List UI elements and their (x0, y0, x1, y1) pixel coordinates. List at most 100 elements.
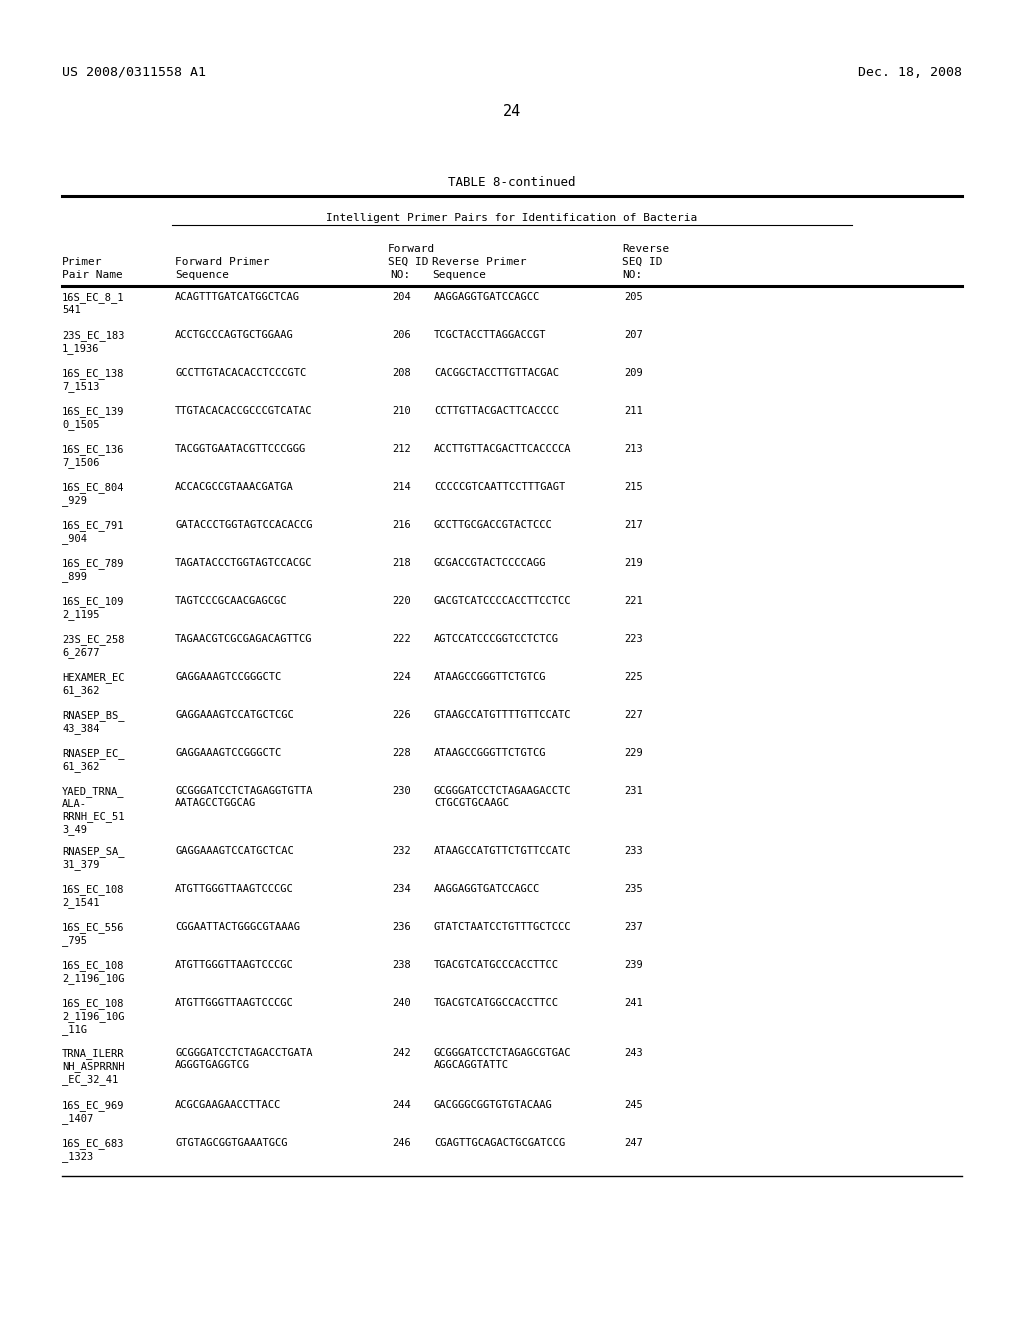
Text: CACGGCTACCTTGTTACGAC: CACGGCTACCTTGTTACGAC (434, 368, 559, 378)
Text: 210: 210 (392, 407, 411, 416)
Text: GAGGAAAGTCCGGGCTC: GAGGAAAGTCCGGGCTC (175, 748, 282, 758)
Text: 225: 225 (624, 672, 643, 682)
Text: 232: 232 (392, 846, 411, 855)
Text: ATGTTGGGTTAAGTCCCGC: ATGTTGGGTTAAGTCCCGC (175, 998, 294, 1008)
Text: 209: 209 (624, 368, 643, 378)
Text: Forward: Forward (388, 244, 435, 253)
Text: NO:: NO: (622, 271, 642, 280)
Text: CGGAATTACTGGGCGTAAAG: CGGAATTACTGGGCGTAAAG (175, 921, 300, 932)
Text: 212: 212 (392, 444, 411, 454)
Text: TAGATACCCTGGTAGTCCACGC: TAGATACCCTGGTAGTCCACGC (175, 558, 312, 568)
Text: 220: 220 (392, 597, 411, 606)
Text: 16S_EC_683
_1323: 16S_EC_683 _1323 (62, 1138, 125, 1162)
Text: GTATCTAATCCTGTTTGCTCCC: GTATCTAATCCTGTTTGCTCCC (434, 921, 571, 932)
Text: TGACGTCATGGCCACCTTCC: TGACGTCATGGCCACCTTCC (434, 998, 559, 1008)
Text: ATGTTGGGTTAAGTCCCGC: ATGTTGGGTTAAGTCCCGC (175, 960, 294, 970)
Text: 240: 240 (392, 998, 411, 1008)
Text: SEQ ID: SEQ ID (388, 257, 428, 267)
Text: ACGCGAAGAACCTTACC: ACGCGAAGAACCTTACC (175, 1100, 282, 1110)
Text: CCTTGTTACGACTTCACCCC: CCTTGTTACGACTTCACCCC (434, 407, 559, 416)
Text: 218: 218 (392, 558, 411, 568)
Text: 16S_EC_8_1
541: 16S_EC_8_1 541 (62, 292, 125, 315)
Text: 239: 239 (624, 960, 643, 970)
Text: GCGGGATCCTCTAGAGGTGTTA
AATAGCCTGGCAG: GCGGGATCCTCTAGAGGTGTTA AATAGCCTGGCAG (175, 785, 312, 808)
Text: SEQ ID: SEQ ID (622, 257, 663, 267)
Text: GACGTCATCCCCACCTTCCTCC: GACGTCATCCCCACCTTCCTCC (434, 597, 571, 606)
Text: 23S_EC_258
6_2677: 23S_EC_258 6_2677 (62, 634, 125, 657)
Text: Intelligent Primer Pairs for Identification of Bacteria: Intelligent Primer Pairs for Identificat… (327, 213, 697, 223)
Text: GCGACCGTACTCCCCAGG: GCGACCGTACTCCCCAGG (434, 558, 547, 568)
Text: GAGGAAAGTCCGGGCTC: GAGGAAAGTCCGGGCTC (175, 672, 282, 682)
Text: TAGTCCCGCAACGAGCGC: TAGTCCCGCAACGAGCGC (175, 597, 288, 606)
Text: 16S_EC_138
7_1513: 16S_EC_138 7_1513 (62, 368, 125, 392)
Text: ATAAGCCGGGTTCTGTCG: ATAAGCCGGGTTCTGTCG (434, 672, 547, 682)
Text: 230: 230 (392, 785, 411, 796)
Text: Dec. 18, 2008: Dec. 18, 2008 (858, 66, 962, 78)
Text: TCGCTACCTTAGGACCGT: TCGCTACCTTAGGACCGT (434, 330, 547, 341)
Text: 23S_EC_183
1_1936: 23S_EC_183 1_1936 (62, 330, 125, 354)
Text: 222: 222 (392, 634, 411, 644)
Text: GACGGGCGGTGTGTACAAG: GACGGGCGGTGTGTACAAG (434, 1100, 553, 1110)
Text: ATAAGCCGGGTTCTGTCG: ATAAGCCGGGTTCTGTCG (434, 748, 547, 758)
Text: GCCTTGCGACCGTACTCCC: GCCTTGCGACCGTACTCCC (434, 520, 553, 531)
Text: 217: 217 (624, 520, 643, 531)
Text: 207: 207 (624, 330, 643, 341)
Text: 219: 219 (624, 558, 643, 568)
Text: TTGTACACACCGCCCGTCATAC: TTGTACACACCGCCCGTCATAC (175, 407, 312, 416)
Text: 238: 238 (392, 960, 411, 970)
Text: TABLE 8-continued: TABLE 8-continued (449, 176, 575, 189)
Text: 241: 241 (624, 998, 643, 1008)
Text: ATGTTGGGTTAAGTCCCGC: ATGTTGGGTTAAGTCCCGC (175, 884, 294, 894)
Text: 16S_EC_109
2_1195: 16S_EC_109 2_1195 (62, 597, 125, 620)
Text: 16S_EC_969
_1407: 16S_EC_969 _1407 (62, 1100, 125, 1123)
Text: 213: 213 (624, 444, 643, 454)
Text: 211: 211 (624, 407, 643, 416)
Text: AAGGAGGTGATCCAGCC: AAGGAGGTGATCCAGCC (434, 884, 541, 894)
Text: GTGTAGCGGTGAAATGCG: GTGTAGCGGTGAAATGCG (175, 1138, 288, 1148)
Text: 224: 224 (392, 672, 411, 682)
Text: 16S_EC_804
_929: 16S_EC_804 _929 (62, 482, 125, 506)
Text: AGTCCATCCCGGTCCTCTCG: AGTCCATCCCGGTCCTCTCG (434, 634, 559, 644)
Text: TAGAACGTCGCGAGACAGTTCG: TAGAACGTCGCGAGACAGTTCG (175, 634, 312, 644)
Text: GCCTTGTACACACCTCCCGTC: GCCTTGTACACACCTCCCGTC (175, 368, 306, 378)
Text: AAGGAGGTGATCCAGCC: AAGGAGGTGATCCAGCC (434, 292, 541, 302)
Text: NO:: NO: (390, 271, 411, 280)
Text: GAGGAAAGTCCATGCTCAC: GAGGAAAGTCCATGCTCAC (175, 846, 294, 855)
Text: Forward Primer: Forward Primer (175, 257, 269, 267)
Text: 228: 228 (392, 748, 411, 758)
Text: CCCCCGTCAATTCCTTTGAGT: CCCCCGTCAATTCCTTTGAGT (434, 482, 565, 492)
Text: 16S_EC_139
0_1505: 16S_EC_139 0_1505 (62, 407, 125, 430)
Text: TRNA_ILERR
NH_ASPRRNH
_EC_32_41: TRNA_ILERR NH_ASPRRNH _EC_32_41 (62, 1048, 125, 1085)
Text: 16S_EC_108
2_1541: 16S_EC_108 2_1541 (62, 884, 125, 908)
Text: ATAAGCCATGTTCTGTTCCATC: ATAAGCCATGTTCTGTTCCATC (434, 846, 571, 855)
Text: ACAGTTTGATCATGGCTCAG: ACAGTTTGATCATGGCTCAG (175, 292, 300, 302)
Text: GTAAGCCATGTTTTGTTCCATC: GTAAGCCATGTTTTGTTCCATC (434, 710, 571, 719)
Text: ACCACGCCGTAAACGATGA: ACCACGCCGTAAACGATGA (175, 482, 294, 492)
Text: 242: 242 (392, 1048, 411, 1059)
Text: 235: 235 (624, 884, 643, 894)
Text: 233: 233 (624, 846, 643, 855)
Text: 206: 206 (392, 330, 411, 341)
Text: 246: 246 (392, 1138, 411, 1148)
Text: 204: 204 (392, 292, 411, 302)
Text: 16S_EC_791
_904: 16S_EC_791 _904 (62, 520, 125, 544)
Text: 221: 221 (624, 597, 643, 606)
Text: RNASEP_EC_
61_362: RNASEP_EC_ 61_362 (62, 748, 125, 772)
Text: RNASEP_SA_
31_379: RNASEP_SA_ 31_379 (62, 846, 125, 870)
Text: HEXAMER_EC
61_362: HEXAMER_EC 61_362 (62, 672, 125, 696)
Text: GCGGGATCCTCTAGAGCGTGAC
AGGCAGGTATTC: GCGGGATCCTCTAGAGCGTGAC AGGCAGGTATTC (434, 1048, 571, 1071)
Text: 16S_EC_108
2_1196_10G: 16S_EC_108 2_1196_10G (62, 960, 125, 983)
Text: 245: 245 (624, 1100, 643, 1110)
Text: 223: 223 (624, 634, 643, 644)
Text: 16S_EC_136
7_1506: 16S_EC_136 7_1506 (62, 444, 125, 467)
Text: US 2008/0311558 A1: US 2008/0311558 A1 (62, 66, 206, 78)
Text: Sequence: Sequence (432, 271, 486, 280)
Text: 237: 237 (624, 921, 643, 932)
Text: Primer: Primer (62, 257, 102, 267)
Text: CGAGTTGCAGACTGCGATCCG: CGAGTTGCAGACTGCGATCCG (434, 1138, 565, 1148)
Text: Reverse Primer: Reverse Primer (432, 257, 526, 267)
Text: Pair Name: Pair Name (62, 271, 123, 280)
Text: 244: 244 (392, 1100, 411, 1110)
Text: Reverse: Reverse (622, 244, 670, 253)
Text: ACCTTGTTACGACTTCACCCCA: ACCTTGTTACGACTTCACCCCA (434, 444, 571, 454)
